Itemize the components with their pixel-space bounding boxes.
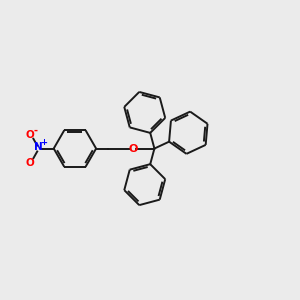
Text: O: O (128, 143, 138, 154)
Text: +: + (40, 137, 47, 146)
Text: O: O (26, 158, 34, 168)
Text: -: - (34, 126, 38, 136)
Text: N: N (34, 142, 43, 152)
Text: O: O (26, 130, 34, 140)
